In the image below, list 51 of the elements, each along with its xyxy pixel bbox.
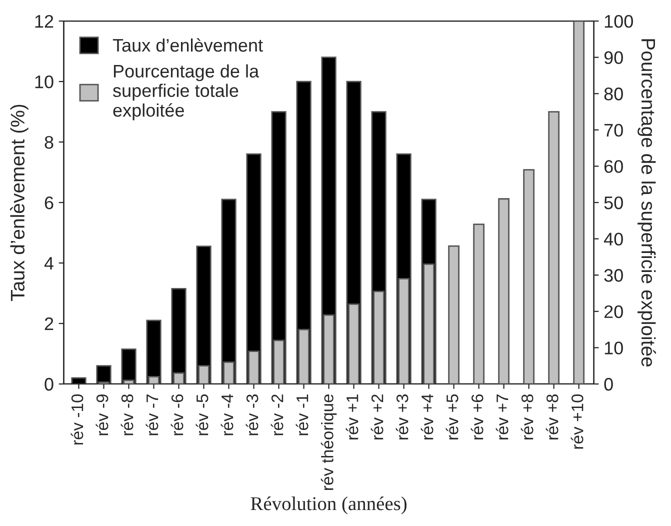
bar xyxy=(548,111,560,384)
y2-tick-label: 20 xyxy=(604,305,623,318)
x-axis-title: Révolution (années) xyxy=(250,496,406,514)
x-tick-label: rév +7 xyxy=(496,394,508,440)
x-tick-label: rév -5 xyxy=(196,394,208,436)
legend-label: Taux d’enlèvement xyxy=(112,38,263,52)
y-tick-label: 4 xyxy=(44,257,54,270)
x-tick-label: rév -4 xyxy=(220,394,234,436)
x-tick-label: rév -10 xyxy=(70,394,84,444)
x-tick-label: rév +8 xyxy=(520,394,534,440)
bar xyxy=(498,198,510,384)
y2-tick-label: 40 xyxy=(604,232,623,246)
y2-tick-label: 70 xyxy=(604,124,623,137)
x-tick-label: rév +6 xyxy=(470,394,484,440)
bar xyxy=(523,169,535,384)
x-tick-label: rév -7 xyxy=(146,394,158,436)
y2-tick-label: 30 xyxy=(604,269,623,282)
y2-tick-label: 10 xyxy=(604,342,623,354)
x-tick-label: rév théorique xyxy=(320,394,337,490)
x-tick-label: rév +1 xyxy=(346,394,358,440)
x-tick-label: rév -6 xyxy=(170,394,184,436)
x-tick-label: rév -1 xyxy=(296,394,308,436)
bar xyxy=(473,224,485,384)
y2-tick-label: 90 xyxy=(604,51,623,64)
bar xyxy=(71,377,86,384)
y2-tick-label: 0 xyxy=(604,378,613,391)
x-tick-label: rév -3 xyxy=(246,394,258,436)
y2-tick-label: 50 xyxy=(604,196,623,210)
y2-tick-label: 100 xyxy=(604,14,633,28)
y-tick-label: 8 xyxy=(44,136,54,149)
x-tick-label: rév +3 xyxy=(396,394,408,440)
x-tick-label: rév -9 xyxy=(96,394,108,436)
y2-axis-title: Pourcentage de la superficie exploitée xyxy=(638,39,656,367)
y2-tick-label: 60 xyxy=(604,160,623,173)
x-tick-label: rév +5 xyxy=(446,394,458,440)
x-tick-label: rév -2 xyxy=(270,394,284,436)
y-tick-label: 10 xyxy=(35,75,54,88)
x-tick-label: rév +10 xyxy=(570,394,584,449)
x-tick-label: rév -8 xyxy=(120,394,134,436)
y-tick-label: 6 xyxy=(44,196,54,210)
bar xyxy=(573,21,585,384)
y-tick-label: 0 xyxy=(44,378,54,391)
y-tick-label: 2 xyxy=(44,317,54,330)
y-axis-title: Taux d’enlèvement (%) xyxy=(10,104,28,301)
y2-tick-label: 80 xyxy=(604,88,623,100)
bar xyxy=(448,245,460,384)
legend-label: Pourcentage de la superficie totale exploitée xyxy=(112,64,260,120)
x-tick-label: rév +2 xyxy=(370,394,384,440)
y-tick-label: 12 xyxy=(35,14,54,28)
x-tick-label: rév +8 xyxy=(546,394,558,440)
x-tick-label: rév +4 xyxy=(420,394,434,440)
